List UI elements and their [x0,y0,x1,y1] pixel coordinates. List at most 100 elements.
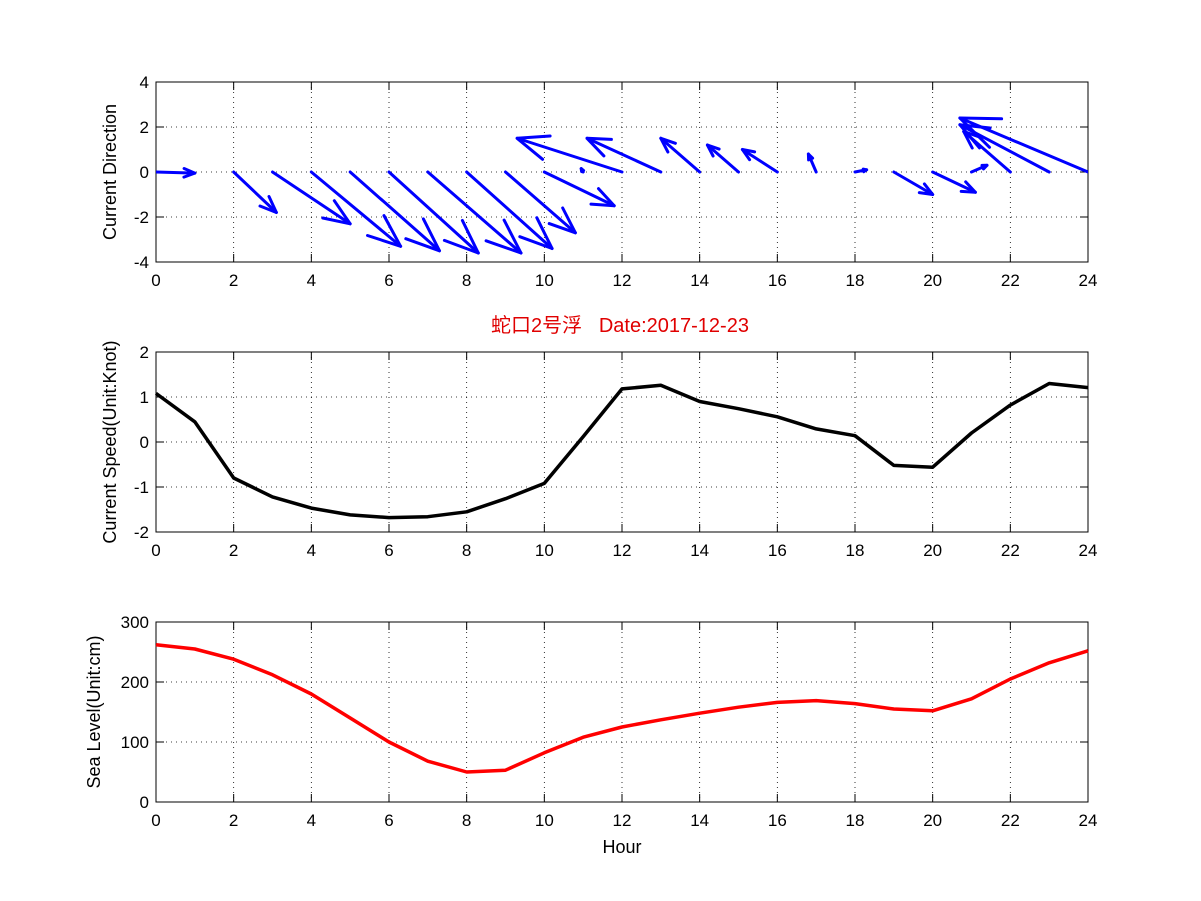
sea-level-x-tick-label: 22 [1001,811,1020,830]
current-direction-x-tick-label: 18 [846,271,865,290]
quiver-arrow-head [366,214,403,248]
current-speed-y-tick-label: 0 [140,433,149,452]
sea-level-x-tick-label: 16 [768,811,787,830]
current-speed-x-tick-label: 18 [846,541,865,560]
quiver-arrow-head [518,216,554,250]
current-speed-series-line [154,381,1089,520]
sea-level-x-tick-label: 12 [613,811,632,830]
quiver-arrow-head [182,167,197,179]
sea-level-x-tick-label: 0 [151,811,160,830]
current-speed-x-tick-label: 10 [535,541,554,560]
current-direction-x-tick-label: 10 [535,271,554,290]
quiver-arrow-head [589,187,616,208]
quiver-arrow-head [258,195,278,214]
sea-level-x-tick-label: 14 [690,811,709,830]
quiver-arrow-head [958,116,1004,149]
quiver-arrow-shaft [232,170,278,214]
quiver-arrow-shaft [465,170,554,250]
current-direction-y-tick-label: -2 [134,208,149,227]
quiver-arrow-shaft [585,136,663,174]
sea-level-x-tick-label: 2 [229,811,238,830]
quiver-arrow-shaft [542,170,616,208]
quiver-arrow-head [585,136,613,158]
sea-level-y-tick-label: 0 [140,793,149,812]
current-direction-x-tick-label: 22 [1001,271,1020,290]
current-direction-x-tick-label: 24 [1079,271,1098,290]
sea-level-x-axis-label: Hour [602,837,641,857]
sea-level-x-tick-label: 8 [462,811,471,830]
quiver-arrow-head [659,136,677,154]
quiver-arrow-shaft [958,116,1088,174]
quiver-arrow-head [404,217,441,253]
current-speed-y-axis-label: Current Speed(Unit:Knot) [100,340,120,543]
quiver-arrow-head [861,167,869,174]
sea-level-y-tick-label: 100 [121,733,149,752]
current-speed-y-tick-label: 1 [140,388,149,407]
quiver-arrow-head [806,152,815,162]
quiver-arrow-shaft [515,136,624,174]
quiver-arrow-shaft [156,170,197,175]
current-direction-x-tick-label: 0 [151,271,160,290]
current-direction-y-tick-label: 2 [140,118,149,137]
quiver-arrow-shaft [348,170,441,253]
sea-level-y-tick-label: 300 [121,613,149,632]
quiver-arrow-head [740,148,757,162]
current-speed-x-tick-label: 2 [229,541,238,560]
current-direction-x-tick-label: 6 [384,271,393,290]
sea-level-x-tick-label: 20 [923,811,942,830]
current-speed-x-tick-label: 4 [307,541,316,560]
sea-level-x-tick-label: 10 [535,811,554,830]
current-speed-x-tick-label: 6 [384,541,393,560]
quiver-arrow-shaft [387,170,480,255]
current-speed-x-tick-label: 0 [151,541,160,560]
quiver-arrow-shaft [504,170,577,235]
current-direction-y-tick-label: 4 [140,73,149,92]
current-speed-x-tick-label: 14 [690,541,709,560]
current-direction-y-tick-label: 0 [140,163,149,182]
current-speed-y-tick-label: -1 [134,478,149,497]
quiver-arrow-head [547,206,577,235]
quiver-arrow-shaft [426,170,523,255]
current-speed-x-tick-label: 20 [923,541,942,560]
quiver-arrow-head [980,163,989,171]
quiver-arrows [156,116,1088,255]
sea-level-x-tick-label: 4 [307,811,316,830]
quiver-arrow-shaft [271,170,352,226]
current-direction-x-tick-label: 16 [768,271,787,290]
chart-title: 蛇口2号浮 Date:2017-12-23 [491,314,749,337]
current-speed-x-tick-label: 8 [462,541,471,560]
current-direction-x-tick-label: 8 [462,271,471,290]
quiver-arrow-head [917,182,935,196]
current-speed-y-tick-label: 2 [140,343,149,362]
sea-level-y-tick-label: 200 [121,673,149,692]
current-speed-y-tick-label: -2 [134,523,149,542]
sea-level-y-axis-label: Sea Level(Unit:cm) [84,635,104,788]
sea-level-series-line [155,643,1089,774]
current-direction-x-tick-label: 2 [229,271,238,290]
quiver-arrow-head [959,180,977,194]
quiver-arrow-shaft [892,170,935,196]
quiver-arrow-shaft [740,148,779,174]
sea-level-x-tick-label: 24 [1079,811,1098,830]
quiver-arrow-head [579,167,586,174]
quiver-arrow-shaft [309,170,403,248]
quiver-arrow-head [705,143,721,158]
current-speed-x-tick-label: 16 [768,541,787,560]
quiver-arrow-head [515,134,552,161]
sea-level-x-tick-label: 18 [846,811,865,830]
current-speed-x-tick-label: 24 [1079,541,1098,560]
current-direction-y-axis-label: Current Direction [100,104,120,240]
quiver-arrow-head [484,218,523,255]
quiver-arrow-head [321,199,352,226]
current-direction-x-tick-label: 14 [690,271,709,290]
quiver-arrow-shaft [659,136,702,174]
sea-level-x-tick-label: 6 [384,811,393,830]
current-direction-x-tick-label: 12 [613,271,632,290]
current-direction-x-tick-label: 20 [923,271,942,290]
current-direction-y-tick-label: -4 [134,253,149,272]
current-speed-x-tick-label: 22 [1001,541,1020,560]
